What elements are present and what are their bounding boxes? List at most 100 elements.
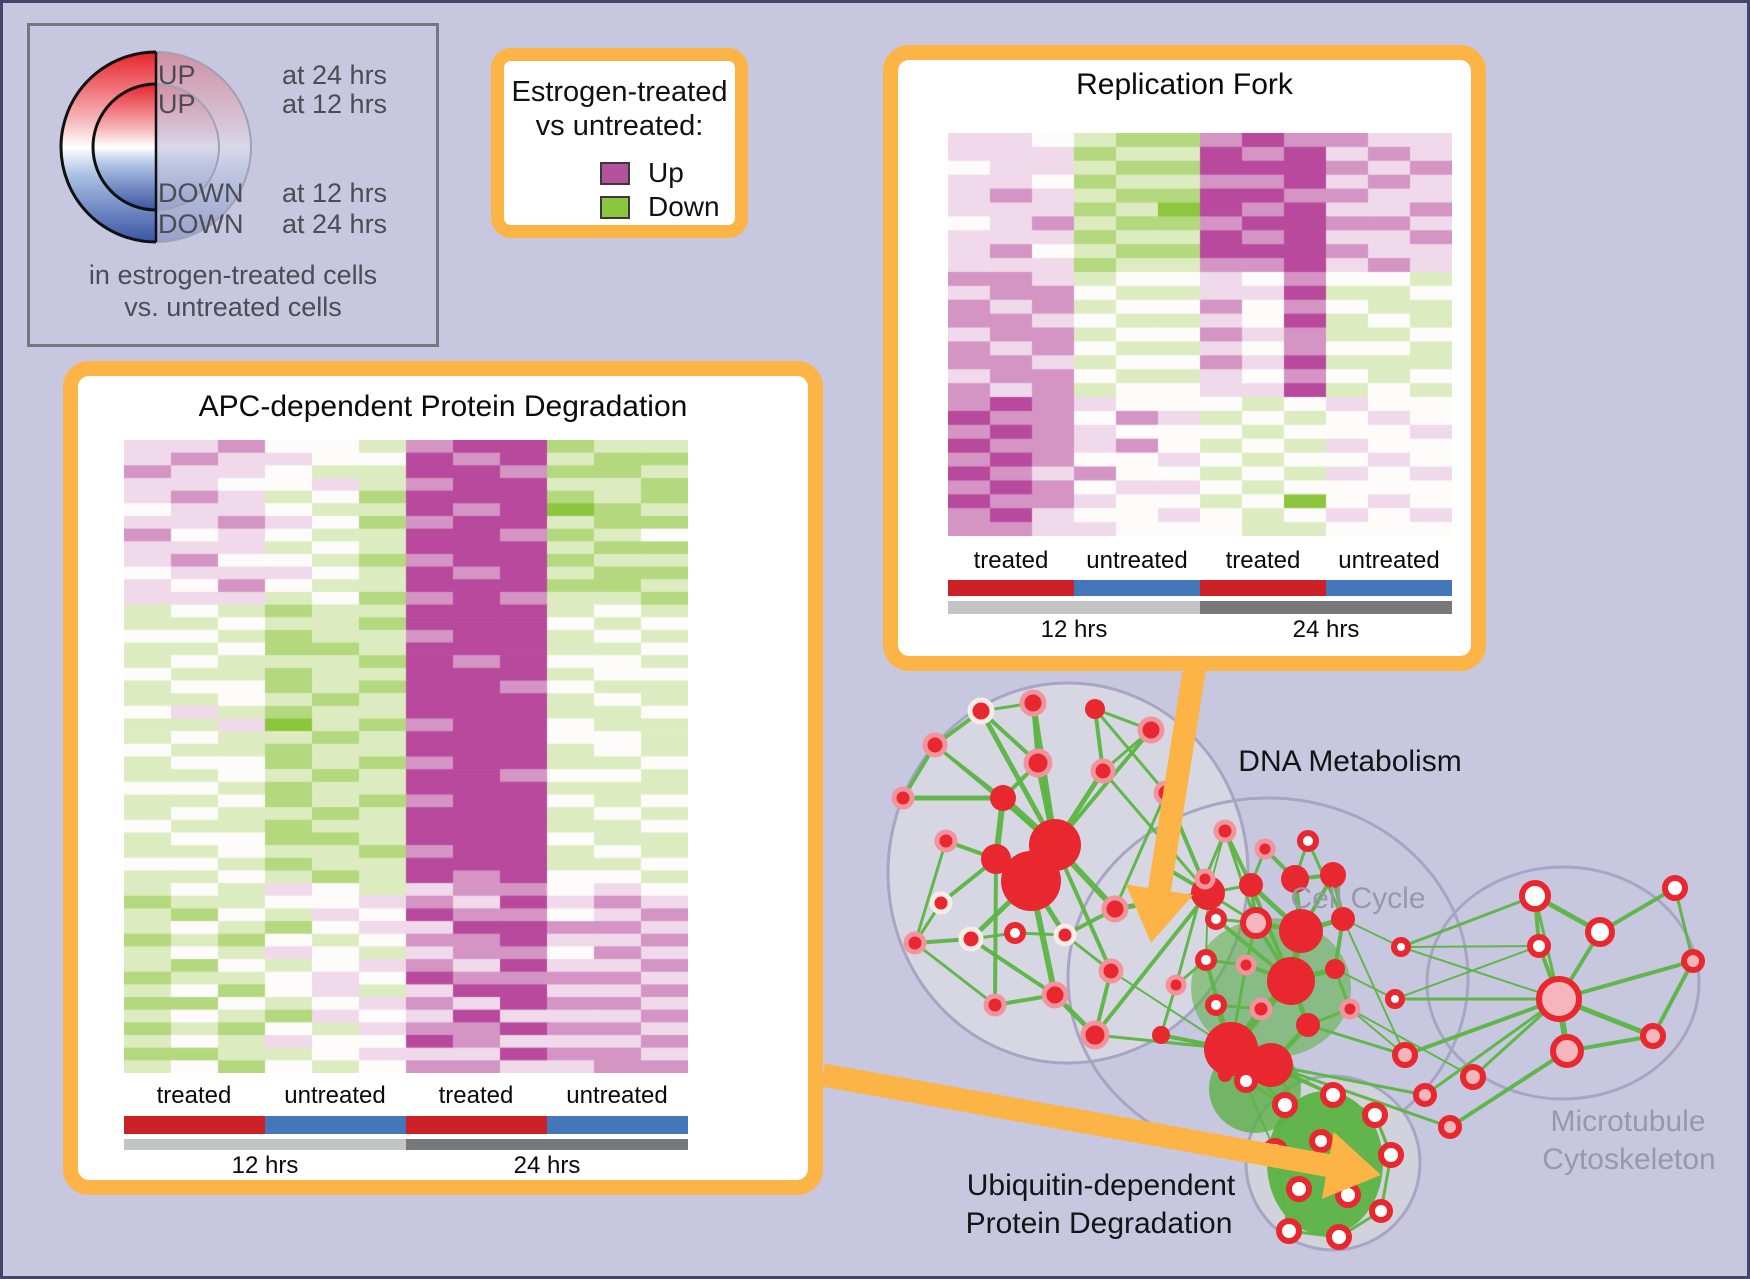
network-node (1262, 1138, 1288, 1164)
network-node (1339, 998, 1361, 1020)
network-node (1335, 1182, 1361, 1208)
ring-row-time: at 12 hrs (282, 89, 388, 119)
group-label-treated: treated (438, 1082, 514, 1109)
timepoint-color-bar (948, 601, 1452, 614)
network-node (922, 732, 948, 758)
treatment-color-bar (948, 580, 1452, 596)
replication-fork-panel: Replication Fork treated untreated treat… (883, 45, 1486, 671)
apc-title: APC-dependent Protein Degradation (198, 390, 688, 423)
network-node (1235, 954, 1257, 976)
network-node (1286, 1176, 1312, 1202)
network-node (958, 926, 984, 952)
network-node (1019, 689, 1047, 717)
color-legend-title-line2: vs untreated: (535, 110, 704, 142)
time-label-12hrs: 12 hrs (1040, 616, 1108, 643)
network-node (934, 829, 958, 853)
network-edge (1306, 1023, 1407, 1057)
group-label-untreated: untreated (284, 1082, 386, 1109)
network-node (1152, 856, 1170, 874)
network-node (1195, 949, 1217, 971)
network-node (1218, 1068, 1232, 1082)
cluster-label: Cytoskeleton (1542, 1143, 1715, 1176)
network-edge (993, 857, 998, 1007)
network-node (1240, 907, 1272, 939)
network-edge (913, 839, 948, 945)
ring-row-word: DOWN (158, 178, 244, 208)
network-node (1326, 1224, 1352, 1250)
network-node (1640, 1023, 1666, 1049)
time-label-24hrs: 24 hrs (1292, 616, 1360, 643)
network-edge (1423, 997, 1561, 1097)
network-node (1297, 830, 1319, 852)
network-node (1279, 909, 1323, 953)
network-node (1527, 934, 1551, 958)
network-node (1041, 981, 1069, 1009)
network-node (1153, 780, 1179, 806)
network-edge (1342, 918, 1406, 1056)
network-node (1001, 851, 1061, 911)
ring-row-word: UP (158, 89, 196, 119)
network-node (1098, 958, 1124, 984)
network-node (1392, 1042, 1418, 1068)
network-node (1413, 1083, 1437, 1107)
network-node (1519, 880, 1551, 912)
cluster-label: Cell Cycle (1290, 882, 1425, 915)
cluster-label: DNA Metabolism (1238, 745, 1461, 778)
time-label-24hrs: 24 hrs (513, 1152, 581, 1179)
network-node (929, 891, 953, 915)
network-node (903, 931, 927, 955)
network-node (1137, 716, 1165, 744)
network-node (1213, 819, 1237, 843)
network-node (1362, 1102, 1388, 1128)
network-node (981, 844, 1011, 874)
network-node (983, 993, 1007, 1017)
treatment-color-bar (124, 1116, 688, 1134)
network-edge (1349, 1008, 1474, 1078)
network-node (1254, 838, 1276, 860)
network-node (967, 697, 995, 725)
network-node (1267, 957, 1315, 1005)
down-color-swatch (600, 195, 630, 219)
network-edge (1448, 1049, 1569, 1129)
network-node (1536, 976, 1582, 1022)
group-label-untreated: untreated (566, 1082, 668, 1109)
apc-degradation-panel: APC-dependent Protein Degradation treate… (63, 361, 823, 1195)
up-label: Up (648, 157, 684, 188)
network-edge (1403, 997, 1561, 1057)
network-edge (1334, 968, 1396, 1000)
cluster-label: Ubiquitin-dependent (967, 1169, 1236, 1202)
network-node (1320, 862, 1346, 888)
network-edge (969, 937, 1057, 997)
ring-row-word: UP (158, 60, 196, 90)
ring-row-word: DOWN (158, 209, 244, 239)
group-label-treated: treated (973, 547, 1049, 574)
network-node (1438, 1115, 1462, 1139)
network-node (1249, 997, 1273, 1021)
network-node (1662, 875, 1688, 901)
network-node (1385, 989, 1405, 1009)
network-node (1234, 1069, 1258, 1093)
network-edge (1400, 946, 1560, 1000)
network-edge (1399, 894, 1537, 949)
ring-footer-line1: in estrogen-treated cells (88, 260, 378, 290)
up-color-swatch (600, 161, 630, 185)
network-edge (1394, 945, 1540, 1000)
network-node (1378, 1142, 1404, 1168)
network-node (1550, 1034, 1584, 1068)
group-label-untreated: untreated (1086, 547, 1188, 574)
network-edge (913, 941, 997, 1007)
network-edge (1651, 959, 1695, 1038)
network-node (1101, 895, 1129, 923)
microtubule-cluster (1425, 865, 1701, 1101)
ring-legend-box: UP at 24 hrs UP at 12 hrs DOWN at 12 hrs… (27, 23, 439, 347)
network-node (1053, 923, 1077, 947)
network-node (1391, 937, 1411, 957)
network-edge (1557, 959, 1695, 1001)
network-node (1460, 1064, 1486, 1090)
network-node (1276, 1218, 1302, 1244)
network-node (1296, 1013, 1320, 1037)
network-node (1165, 974, 1187, 996)
ring-row-time: at 24 hrs (282, 60, 388, 90)
network-node (1090, 758, 1116, 784)
